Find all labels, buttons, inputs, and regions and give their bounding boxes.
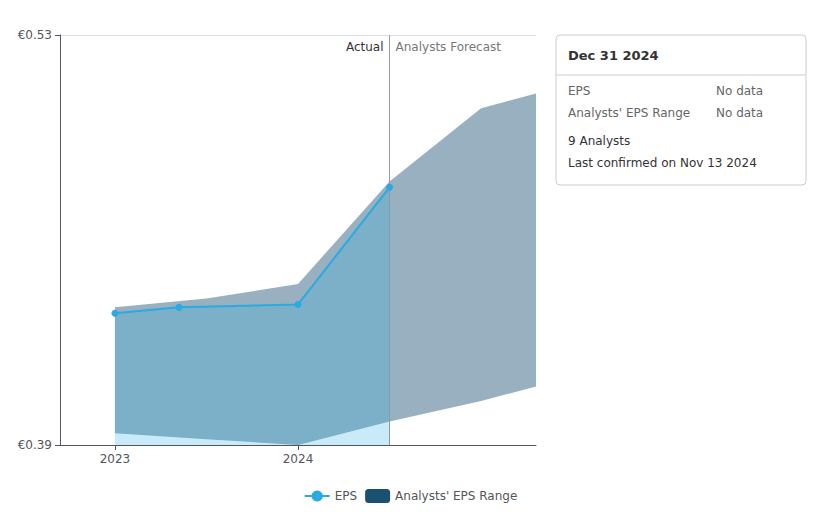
svg-text:Analysts' EPS Range: Analysts' EPS Range xyxy=(395,489,517,503)
svg-text:No data: No data xyxy=(716,84,763,98)
svg-text:2023: 2023 xyxy=(100,452,131,466)
svg-text:€0.39: €0.39 xyxy=(18,438,52,452)
svg-text:EPS: EPS xyxy=(335,489,357,503)
svg-text:2024: 2024 xyxy=(283,452,314,466)
svg-text:9 Analysts: 9 Analysts xyxy=(568,134,630,148)
svg-text:Analysts' EPS Range: Analysts' EPS Range xyxy=(568,106,690,120)
svg-text:€0.53: €0.53 xyxy=(18,28,52,42)
svg-text:Analysts Forecast: Analysts Forecast xyxy=(396,40,502,54)
svg-text:Last confirmed on Nov 13 2024: Last confirmed on Nov 13 2024 xyxy=(568,156,757,170)
svg-text:No data: No data xyxy=(716,106,763,120)
svg-text:Dec 31 2024: Dec 31 2024 xyxy=(568,48,659,63)
svg-text:Actual: Actual xyxy=(346,40,384,54)
svg-text:EPS: EPS xyxy=(568,84,590,98)
